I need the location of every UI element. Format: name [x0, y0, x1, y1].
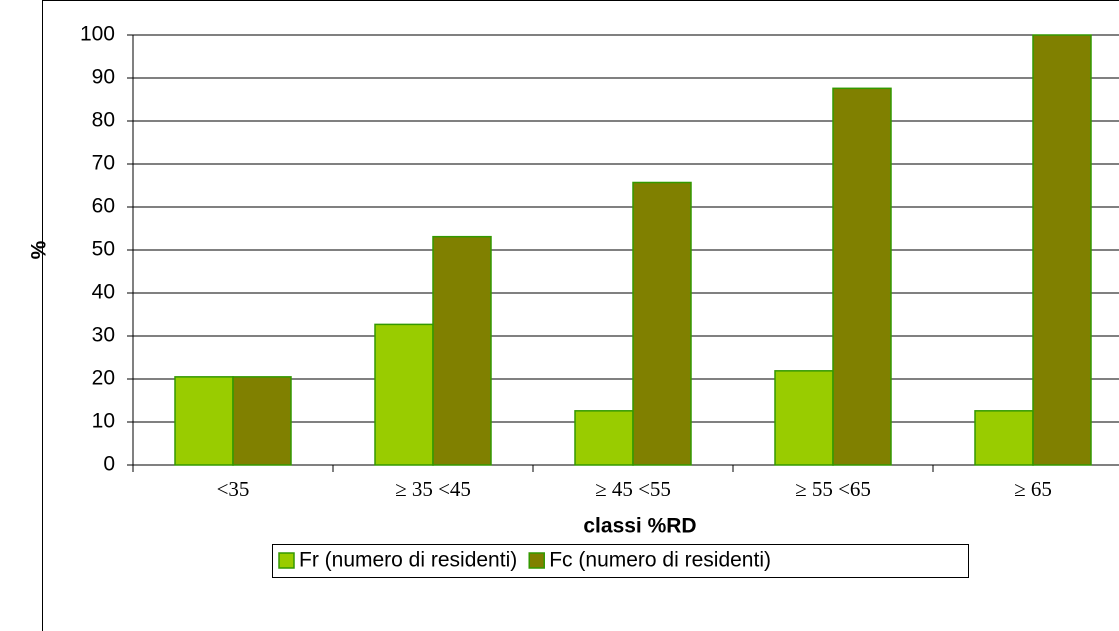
y-tick-label: 0 [103, 453, 115, 476]
bar [432, 235, 492, 466]
x-axis-label: classi %RD [583, 515, 696, 538]
y-tick-label: 80 [92, 109, 115, 132]
legend-box [272, 544, 969, 578]
y-tick-label: 60 [92, 195, 115, 218]
y-tick-label: 30 [92, 324, 115, 347]
y-tick-label: 10 [92, 410, 115, 433]
bar [632, 181, 692, 466]
bar [574, 410, 634, 466]
bar [174, 376, 234, 466]
legend-label: Fr (numero di residenti) [299, 549, 517, 572]
legend-swatch [278, 552, 295, 569]
y-tick-label: 70 [92, 152, 115, 175]
bar [374, 323, 434, 466]
legend-swatch [528, 552, 545, 569]
legend-label: Fc (numero di residenti) [549, 549, 771, 572]
bar [832, 87, 892, 466]
bar [974, 410, 1034, 466]
x-tick-label: ≥ 35 <45 [395, 477, 471, 501]
x-tick-label: ≥ 55 <65 [795, 477, 871, 501]
y-tick-label: 90 [92, 66, 115, 89]
x-tick-label: ≥ 65 [1014, 477, 1052, 501]
x-tick-label: <35 [217, 477, 250, 501]
x-tick-label: ≥ 45 <55 [595, 477, 671, 501]
y-tick-label: 100 [80, 23, 115, 46]
y-tick-label: 20 [92, 367, 115, 390]
bar [774, 370, 834, 466]
bar [232, 376, 292, 466]
bar [1032, 34, 1092, 466]
y-tick-label: 40 [92, 281, 115, 304]
chart-border [42, 0, 1119, 631]
y-tick-label: 50 [92, 238, 115, 261]
y-axis-label: % [28, 240, 51, 259]
